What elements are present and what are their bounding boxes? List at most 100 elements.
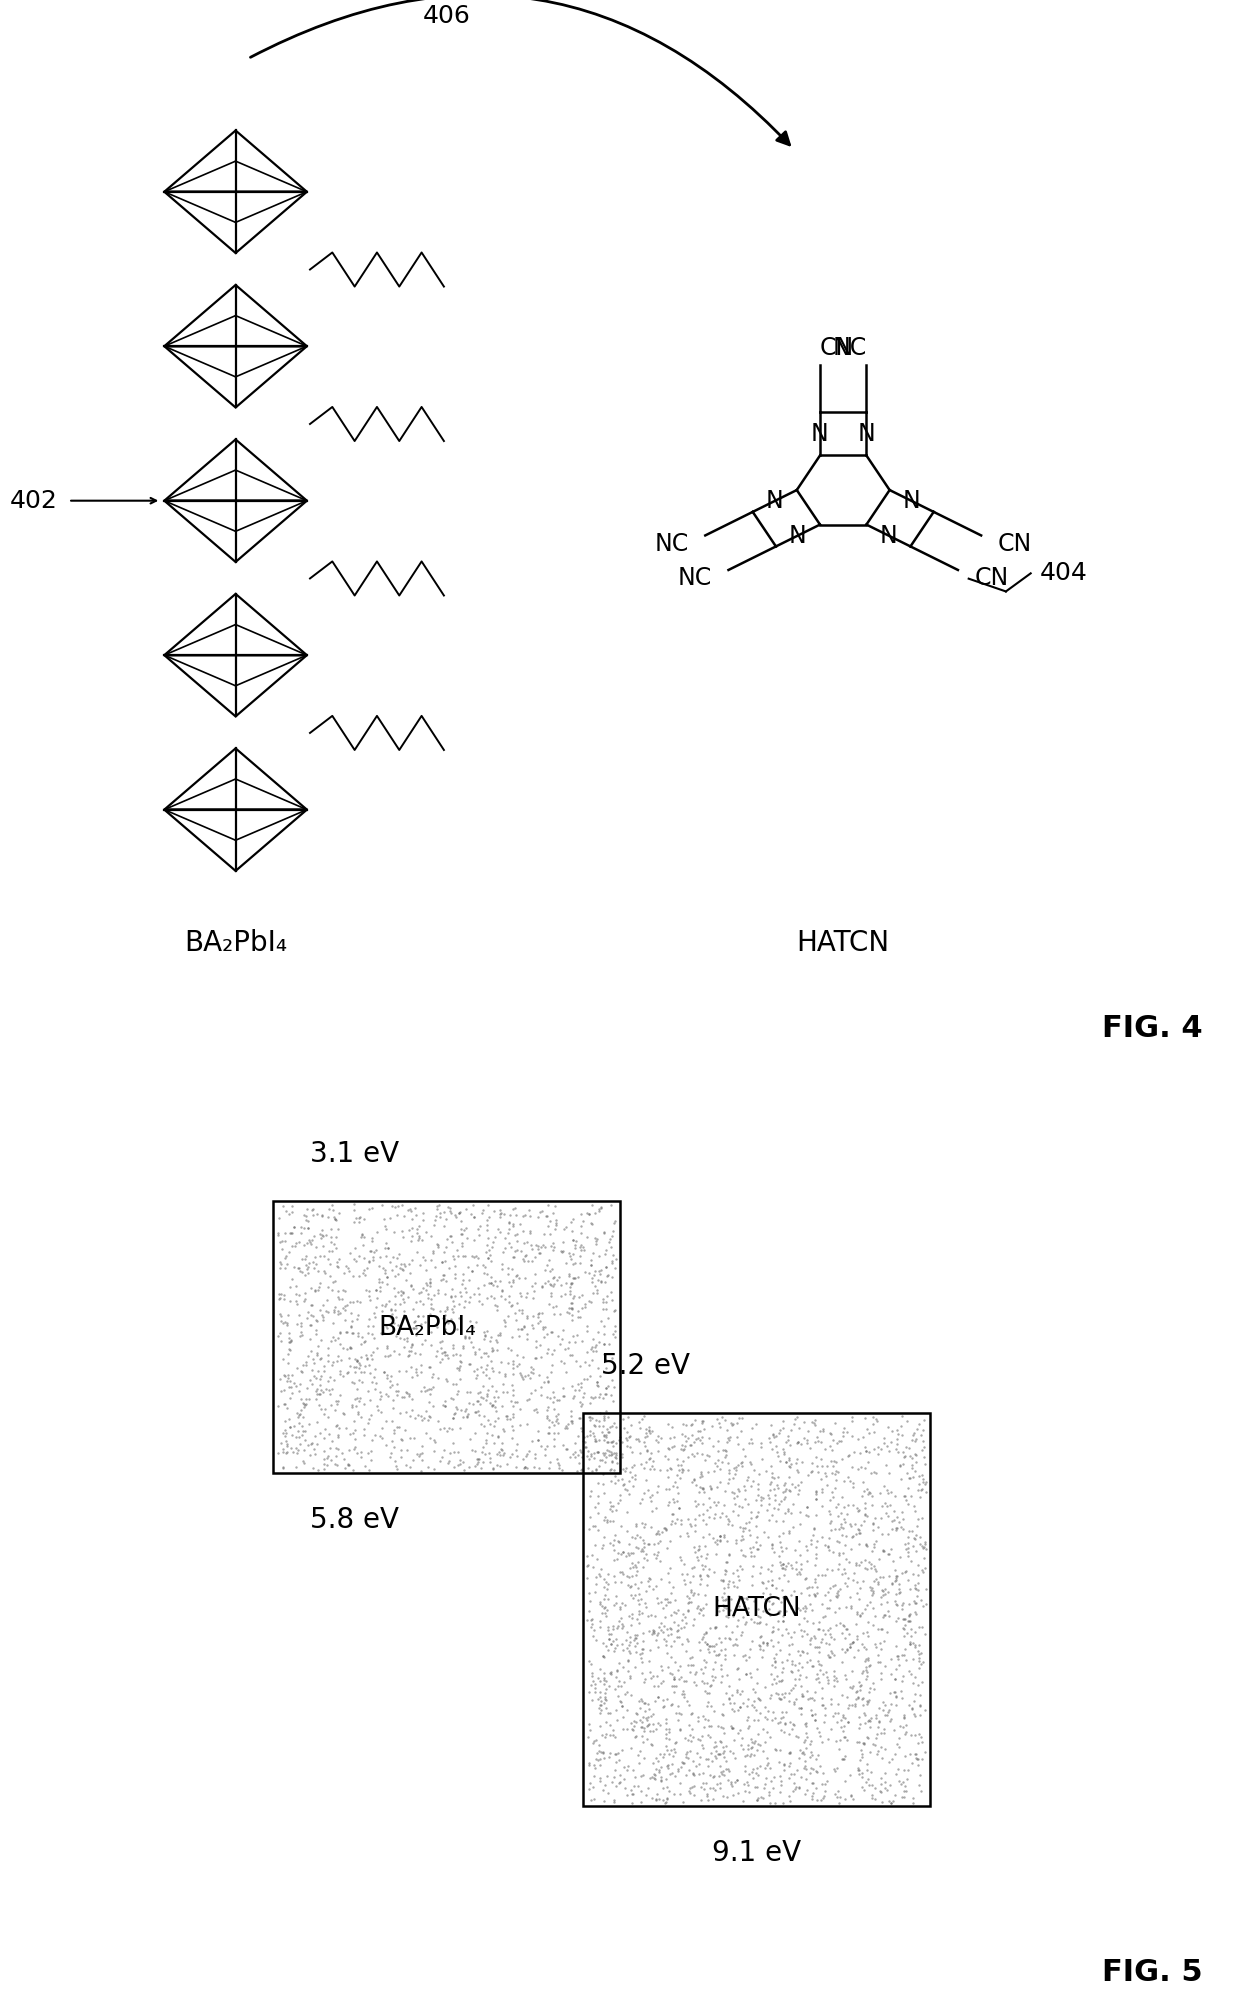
Point [588, 1467, 608, 1499]
Point [682, 1713, 702, 1745]
Point [430, 1327, 450, 1359]
Point [807, 1658, 827, 1690]
Point [582, 1248, 601, 1280]
Point [378, 1232, 398, 1264]
Point [753, 1481, 773, 1514]
Point [600, 1453, 620, 1485]
Point [630, 1735, 650, 1767]
Point [532, 1270, 552, 1302]
Point [498, 1286, 518, 1319]
Point [445, 1250, 465, 1282]
Point [675, 1747, 694, 1779]
Point [508, 1294, 528, 1327]
Point [774, 1749, 794, 1781]
Point [663, 1733, 683, 1765]
Point [885, 1662, 905, 1694]
Point [723, 1600, 743, 1632]
Point [760, 1467, 780, 1499]
Point [394, 1294, 414, 1327]
Text: 404: 404 [1039, 561, 1087, 585]
Point [418, 1278, 438, 1311]
Point [848, 1755, 868, 1787]
Point [861, 1548, 880, 1580]
Point [562, 1206, 582, 1238]
Point [505, 1220, 525, 1252]
Point [861, 1711, 880, 1743]
Point [650, 1546, 670, 1578]
Point [655, 1512, 675, 1544]
Point [595, 1580, 615, 1612]
Point [655, 1582, 675, 1614]
Point [463, 1331, 482, 1363]
Point [538, 1188, 558, 1220]
Point [893, 1586, 913, 1618]
Point [376, 1405, 396, 1437]
Point [681, 1586, 701, 1618]
Point [402, 1327, 422, 1359]
Point [913, 1727, 932, 1759]
Point [270, 1226, 290, 1258]
Point [723, 1558, 743, 1590]
Point [392, 1274, 412, 1306]
Point [321, 1389, 341, 1421]
Point [362, 1319, 382, 1351]
Point [512, 1294, 532, 1327]
Point [670, 1696, 689, 1729]
Point [847, 1596, 867, 1628]
Point [377, 1331, 397, 1363]
Point [288, 1437, 308, 1469]
Point [332, 1361, 352, 1393]
Point [465, 1435, 485, 1467]
Point [645, 1759, 665, 1791]
Point [770, 1759, 790, 1791]
Point [800, 1433, 820, 1465]
Point [859, 1546, 879, 1578]
Point [383, 1369, 403, 1401]
Point [594, 1467, 614, 1499]
Point [742, 1739, 761, 1771]
Point [595, 1379, 615, 1411]
Point [839, 1759, 859, 1791]
Point [599, 1670, 619, 1702]
Point [815, 1530, 835, 1562]
Point [665, 1624, 684, 1656]
Point [605, 1315, 625, 1347]
Point [621, 1409, 641, 1441]
Point [689, 1461, 709, 1493]
Point [913, 1590, 932, 1622]
Point [657, 1582, 677, 1614]
Point [451, 1347, 471, 1379]
Point [312, 1220, 332, 1252]
Point [777, 1616, 797, 1648]
Point [533, 1311, 553, 1343]
Point [639, 1700, 658, 1733]
Point [503, 1373, 523, 1405]
Point [782, 1648, 802, 1680]
Point [585, 1510, 605, 1542]
Point [880, 1658, 900, 1690]
Point [683, 1648, 703, 1680]
Point [494, 1236, 513, 1268]
Point [283, 1419, 303, 1451]
Point [469, 1212, 489, 1244]
Point [844, 1508, 864, 1540]
Point [639, 1415, 658, 1447]
Point [897, 1556, 916, 1588]
Point [667, 1477, 687, 1510]
Point [327, 1323, 347, 1355]
Point [381, 1361, 401, 1393]
Point [870, 1775, 890, 1807]
Point [680, 1775, 699, 1807]
Point [790, 1771, 810, 1803]
Point [812, 1727, 832, 1759]
Point [839, 1618, 859, 1650]
Point [729, 1590, 749, 1622]
Point [714, 1489, 734, 1522]
Point [756, 1455, 776, 1487]
Point [795, 1564, 815, 1596]
Point [606, 1612, 626, 1644]
Point [813, 1783, 833, 1815]
Point [615, 1773, 635, 1805]
Point [743, 1465, 763, 1497]
Point [743, 1550, 763, 1582]
